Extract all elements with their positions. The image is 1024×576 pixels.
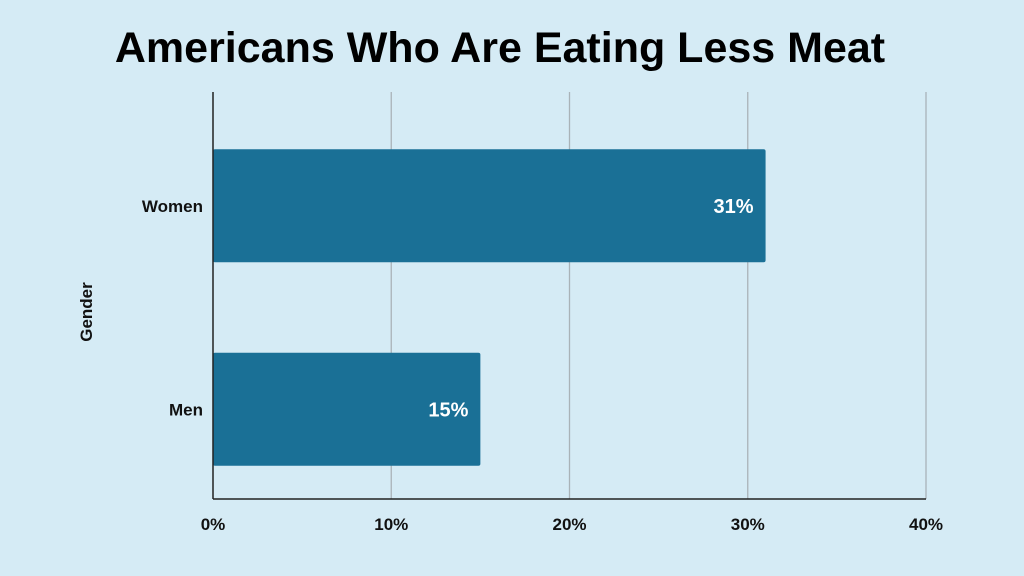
bars bbox=[213, 149, 766, 466]
bar-women bbox=[213, 149, 766, 263]
chart-title: Americans Who Are Eating Less Meat bbox=[115, 24, 885, 72]
bar-men bbox=[213, 352, 481, 466]
x-tick-label: 20% bbox=[552, 515, 586, 534]
x-tick-label: 30% bbox=[731, 515, 765, 534]
category-label: Men bbox=[169, 400, 203, 419]
labels: 0% 10% 20% 30% 40% Women 31% Men 15% Gender bbox=[77, 196, 943, 534]
category-label: Women bbox=[142, 197, 203, 216]
x-tick-label: 0% bbox=[201, 515, 226, 534]
axes bbox=[212, 92, 926, 500]
y-axis-title: Gender bbox=[77, 282, 96, 342]
x-tick-label: 10% bbox=[374, 515, 408, 534]
data-label: 31% bbox=[714, 196, 754, 218]
data-label: 15% bbox=[428, 399, 468, 421]
x-tick-label: 40% bbox=[909, 515, 943, 534]
